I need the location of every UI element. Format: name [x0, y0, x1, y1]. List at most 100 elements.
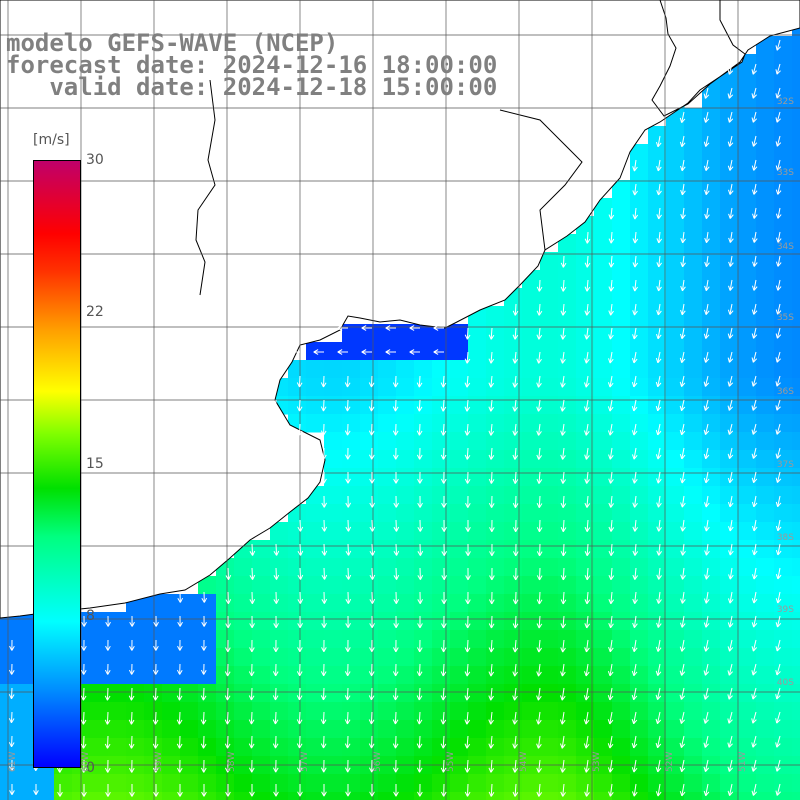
- wind-arrow: [751, 471, 758, 484]
- field-cell: [468, 324, 487, 343]
- field-cell: [684, 180, 703, 199]
- field-cell: [378, 486, 397, 505]
- field-cell: [90, 720, 109, 739]
- field-cell: [720, 234, 739, 253]
- colorbar-tick-15: 15: [86, 456, 104, 472]
- field-cell: [342, 396, 361, 415]
- field-cell: [792, 486, 800, 505]
- field-cell: [486, 558, 505, 577]
- wind-arrow: [321, 639, 327, 652]
- wind-arrow: [560, 423, 566, 436]
- field-cell: [684, 432, 703, 451]
- wind-arrow: [273, 567, 280, 580]
- field-cell: [756, 72, 775, 91]
- lon-label: 52W: [665, 751, 675, 772]
- field-cell: [360, 666, 379, 685]
- wind-arrow: [704, 183, 710, 195]
- field-cell: [684, 144, 703, 163]
- wind-arrow: [321, 543, 328, 556]
- field-cell: [594, 792, 613, 800]
- field-cell: [450, 360, 469, 379]
- wind-arrow: [656, 327, 662, 340]
- field-cell: [126, 702, 145, 721]
- field-cell: [684, 774, 703, 793]
- wind-arrow: [703, 111, 710, 123]
- field-cell: [720, 72, 739, 91]
- field-cell: [252, 684, 271, 703]
- field-cell: [558, 576, 577, 595]
- field-cell: [504, 558, 523, 577]
- wind-arrow: [560, 471, 567, 484]
- wind-arrow: [465, 591, 471, 605]
- field-cell: [774, 414, 793, 433]
- wind-arrow: [368, 663, 375, 677]
- colorbar: [33, 160, 81, 768]
- field-cell: [468, 396, 487, 415]
- field-cell: [630, 594, 649, 613]
- lat-label: 36S: [776, 387, 794, 397]
- wind-arrow: [200, 711, 207, 725]
- field-cell: [342, 792, 361, 800]
- field-cell: [702, 522, 721, 541]
- field-cell: [450, 702, 469, 721]
- field-cell: [684, 216, 703, 235]
- wind-arrow: [632, 543, 639, 556]
- field-cell: [666, 684, 685, 703]
- field-cell: [486, 396, 505, 415]
- wind-arrow: [297, 615, 303, 628]
- wind-arrow: [320, 375, 327, 388]
- field-cell: [324, 504, 343, 523]
- lon-label: 58W: [227, 751, 237, 772]
- field-cell: [396, 486, 415, 505]
- field-cell: [216, 720, 235, 739]
- field-cell: [342, 468, 361, 487]
- wind-arrow: [631, 447, 638, 460]
- field-cell: [360, 738, 379, 757]
- field-cell: [648, 684, 667, 703]
- field-cell: [414, 522, 433, 541]
- wind-arrow: [775, 591, 782, 604]
- wind-arrow: [560, 375, 566, 388]
- field-cell: [0, 666, 19, 685]
- field-cell: [576, 630, 595, 649]
- wind-arrow: [392, 759, 399, 773]
- field-cell: [594, 360, 613, 379]
- wind-arrow: [248, 735, 255, 749]
- field-cell: [576, 612, 595, 631]
- wind-arrow: [337, 325, 348, 331]
- field-cell: [756, 702, 775, 721]
- field-cell: [522, 288, 541, 307]
- field-cell: [468, 738, 487, 757]
- wind-arrow: [488, 639, 495, 653]
- field-cell: [342, 738, 361, 757]
- field-cell: [198, 648, 217, 667]
- lon-label: 61W: [8, 751, 18, 772]
- field-cell: [540, 576, 559, 595]
- wind-arrow: [33, 783, 39, 796]
- wind-arrow: [752, 207, 758, 219]
- wind-arrow: [679, 639, 686, 652]
- wind-arrow: [416, 711, 423, 725]
- field-cell: [666, 612, 685, 631]
- field-cell: [630, 216, 649, 235]
- field-cell: [144, 648, 163, 667]
- field-cell: [468, 522, 487, 541]
- field-cell: [666, 522, 685, 541]
- wind-arrow: [751, 327, 758, 339]
- field-cell: [522, 378, 541, 397]
- wind-arrow: [433, 349, 444, 355]
- field-cell: [306, 396, 325, 415]
- wind-arrow: [361, 325, 372, 331]
- field-cell: [792, 468, 800, 487]
- wind-arrow: [536, 375, 542, 388]
- field-cell: [522, 684, 541, 703]
- field-cell: [0, 774, 19, 793]
- field-cell: [756, 450, 775, 469]
- wind-arrow: [751, 423, 758, 435]
- field-cell: [630, 252, 649, 271]
- wind-arrow: [632, 255, 639, 268]
- wind-arrow: [728, 183, 734, 195]
- field-cell: [540, 594, 559, 613]
- wind-arrow: [560, 255, 567, 268]
